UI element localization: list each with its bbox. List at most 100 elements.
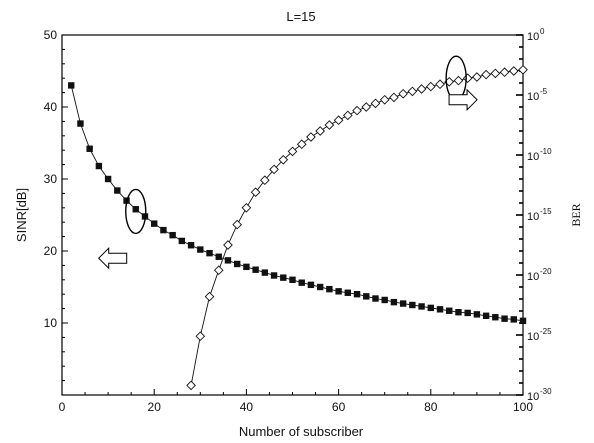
ber-point [342,110,353,121]
sinr-point [243,263,250,271]
sinr-point [436,306,444,313]
ber-point [333,115,344,126]
sinr-point [270,272,278,279]
sinr-point [446,307,453,314]
sinr-point [187,242,195,249]
sinr-point [68,82,75,89]
sinr-point [307,281,315,289]
sinr-point [390,298,398,306]
sinr-point [252,266,259,273]
y-left-tick-label: 20 [44,244,58,258]
ber-point [472,72,482,82]
sinr-point [492,314,499,321]
sinr-point [510,316,517,323]
sinr-point [344,289,352,296]
sinr-point [316,283,324,291]
ber-point [260,175,270,186]
sinr-point [280,274,287,281]
sinr-point [409,301,416,309]
ber-point [223,240,233,250]
annotations [98,55,478,270]
x-axis-label: Number of subscriber [239,424,364,439]
x-tick-label: 80 [424,400,438,414]
sinr-point [363,293,370,300]
sinr-point [353,291,361,298]
ber-point [499,67,510,78]
sinr-ellipse-marker [125,188,147,235]
sinr-point [86,145,93,152]
sinr-point [233,260,241,268]
ber-point [278,154,289,165]
ber-point [508,66,519,76]
sinr-point [482,312,490,319]
y-left-tick-label: 30 [44,172,58,186]
ber-point [204,291,215,302]
ber-point [398,88,408,99]
y-right-tick-base: 10 [527,271,539,283]
sinr-line [70,85,524,322]
sinr-point [381,296,388,304]
sinr-point [215,253,222,260]
y-right-tick-exponent: -20 [540,267,552,276]
y-right-tick-base: 10 [527,151,539,163]
ber-point [361,102,372,112]
y-right-tick-base: 10 [527,211,539,223]
ber-point [370,98,381,109]
y-right-tick-exponent: -5 [540,87,548,96]
y-right-tick-base: 10 [527,91,539,103]
y-left-tick-label: 10 [44,316,58,330]
y-left-tick-label: 50 [44,28,58,42]
sinr-point [77,120,84,127]
ber-point [379,94,390,105]
arrow-left-icon [98,246,128,270]
sinr-point [95,162,103,170]
sinr-point [151,220,158,227]
ber-point [315,126,325,136]
sinr-point [206,249,213,257]
y-left-tick-label: 40 [44,100,58,114]
sinr-point [335,288,342,295]
sinr-point [114,187,121,194]
chart-title: L=15 [286,9,315,24]
y-right-tick-exponent: -10 [540,147,552,156]
x-tick-label: 100 [513,400,533,414]
ber-point [296,139,307,150]
sinr-point [427,304,434,312]
ber-point [213,265,224,276]
ber-point [250,187,261,198]
y-right-tick-exponent: -25 [540,327,552,336]
ber-point [481,69,491,80]
y-right-tick-base: 10 [527,391,539,403]
sinr-point [399,300,407,307]
ber-point [416,84,427,94]
plot-frame [61,34,524,396]
sinr-point [473,311,481,318]
sinr-point [178,237,186,245]
sinr-point [326,285,333,293]
ber-point [232,219,243,230]
y-right-tick-exponent: 0 [540,27,545,36]
y-axis-right-label: BER [569,203,583,226]
x-tick-label: 40 [240,400,254,414]
ber-point [518,64,528,75]
sinr-point [261,269,269,276]
sinr-point [160,226,167,234]
ber-point [287,146,298,157]
sinr-point [418,303,425,310]
sinr-point [372,295,379,302]
sinr-point [464,309,471,317]
arrow-right-icon [448,88,478,112]
ber-point [407,86,418,97]
x-tick-label: 0 [59,400,66,414]
ber-point [425,81,436,92]
y-right-tick-base: 10 [527,331,539,343]
sinr-point [104,175,112,183]
ber-point [490,68,501,79]
y-right-tick-exponent: -30 [540,387,552,396]
y-right-tick-base: 10 [527,31,539,43]
ber-point [269,164,279,175]
sinr-point [197,246,204,253]
y-right-tick-exponent: -15 [540,207,552,216]
